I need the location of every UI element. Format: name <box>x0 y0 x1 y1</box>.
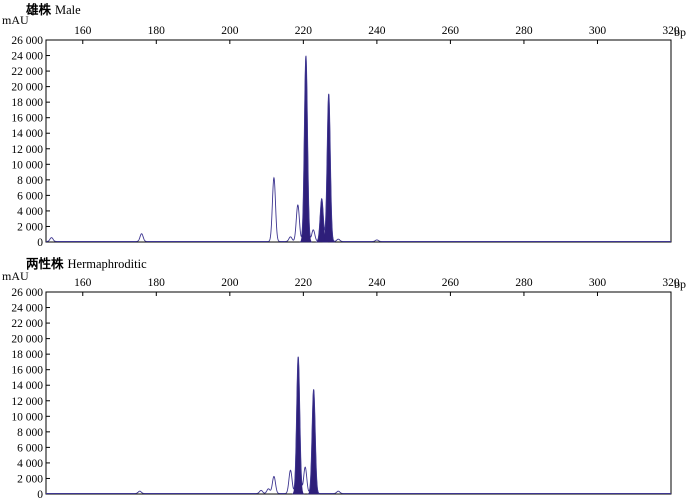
x-axis-unit-label: bp <box>674 25 686 39</box>
y-tick-label: 4 000 <box>17 458 43 470</box>
y-axis-unit-label: mAU <box>2 269 29 283</box>
panel-title-cn: 两性株 <box>26 256 64 271</box>
y-tick-label: 0 <box>37 489 43 501</box>
filled-peak <box>291 356 305 495</box>
trace-area <box>46 55 671 243</box>
y-tick-label: 6 000 <box>17 442 43 454</box>
x-axis-ticks: 160 180 200 220 240 260 280 300 320 <box>74 25 680 44</box>
x-tick-label: 180 <box>148 277 166 289</box>
y-tick-label: 22 000 <box>11 66 43 78</box>
y-tick-label: 26 000 <box>11 35 43 47</box>
x-tick-label: 280 <box>515 277 533 289</box>
plot-frame <box>45 291 672 495</box>
panel-title-en: Hermaphroditic <box>68 257 148 271</box>
x-tick-label: 220 <box>295 277 313 289</box>
x-axis-ticks: 160 180 200 220 240 260 280 300 320 <box>74 277 680 296</box>
panel-title: 两性株 Hermaphroditic <box>26 256 147 271</box>
filled-peak <box>299 55 313 243</box>
y-tick-label: 2 000 <box>17 473 43 485</box>
panel-title-cn: 雄株 <box>25 2 52 17</box>
y-tick-label: 12 000 <box>11 396 43 408</box>
y-tick-label: 14 000 <box>11 128 43 140</box>
y-tick-label: 6 000 <box>17 190 43 202</box>
y-tick-label: 20 000 <box>11 334 43 346</box>
trace-area <box>46 356 671 495</box>
y-tick-label: 24 000 <box>11 303 43 315</box>
x-tick-label: 220 <box>295 25 313 37</box>
x-axis-unit-label: bp <box>674 277 686 291</box>
y-tick-label: 12 000 <box>11 144 43 156</box>
y-tick-label: 8 000 <box>17 427 43 439</box>
y-tick-label: 20 000 <box>11 82 43 94</box>
y-tick-label: 22 000 <box>11 318 43 330</box>
filled-peak <box>322 93 335 243</box>
x-tick-label: 300 <box>589 25 607 37</box>
trace-line <box>46 55 671 242</box>
x-tick-label: 200 <box>221 277 239 289</box>
x-tick-label: 300 <box>589 277 607 289</box>
x-tick-label: 260 <box>442 25 460 37</box>
y-tick-label: 8 000 <box>17 175 43 187</box>
y-tick-label: 16 000 <box>11 365 43 377</box>
y-tick-label: 26 000 <box>11 287 43 299</box>
y-tick-label: 24 000 <box>11 51 43 63</box>
panel-hermaphroditic: mAU 两性株 Hermaphroditic bp 160 180 200 220 240… <box>2 256 686 501</box>
panel-title: 雄株 Male <box>25 2 81 17</box>
y-axis-unit-label: mAU <box>2 13 29 27</box>
y-tick-label: 10 000 <box>11 159 43 171</box>
y-tick-label: 14 000 <box>11 380 43 392</box>
x-tick-label: 160 <box>74 277 92 289</box>
panel-male: mAU 雄株 Male bp 160 180 200 220 240 260 280 300 32… <box>2 2 686 249</box>
x-tick-label: 240 <box>368 277 386 289</box>
x-tick-label: 160 <box>74 25 92 37</box>
y-tick-label: 4 000 <box>17 206 43 218</box>
y-tick-label: 16 000 <box>11 113 43 125</box>
filled-peak <box>307 389 320 495</box>
plot-frame <box>45 39 672 243</box>
y-axis-ticks: 0 2 000 4 000 6 000 8 000 10 000 12 000 14 000 1… <box>11 35 50 249</box>
y-tick-label: 18 000 <box>11 349 43 361</box>
y-tick-label: 0 <box>37 237 43 249</box>
x-tick-label: 280 <box>515 25 533 37</box>
x-tick-label: 180 <box>148 25 166 37</box>
y-tick-label: 18 000 <box>11 97 43 109</box>
trace-line <box>46 356 671 494</box>
x-tick-label: 200 <box>221 25 239 37</box>
x-tick-label: 320 <box>662 25 680 37</box>
panel-title-en: Male <box>55 3 81 17</box>
x-tick-label: 320 <box>662 277 680 289</box>
y-tick-label: 2 000 <box>17 221 43 233</box>
x-tick-label: 260 <box>442 277 460 289</box>
y-axis-ticks: 0 2 000 4 000 6 000 8 000 10 000 12 000 14 000 1… <box>11 287 50 501</box>
y-tick-label: 10 000 <box>11 411 43 423</box>
x-tick-label: 240 <box>368 25 386 37</box>
